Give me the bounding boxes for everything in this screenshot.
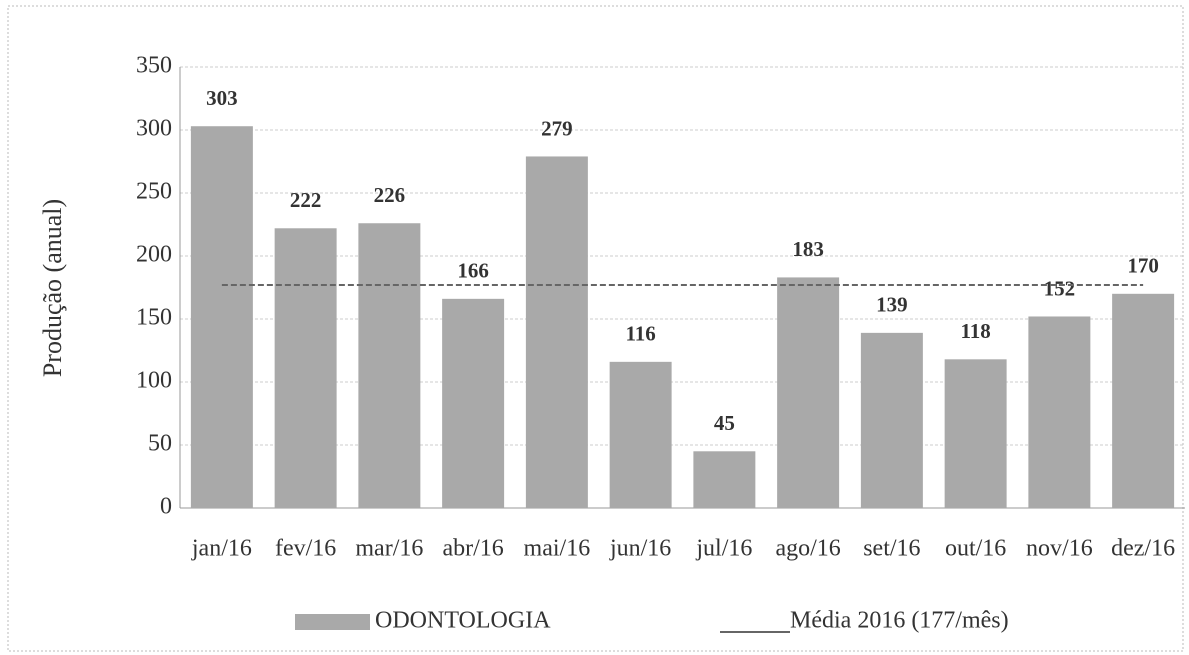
bar bbox=[860, 332, 923, 508]
bar bbox=[693, 451, 756, 508]
value-label: 166 bbox=[457, 259, 489, 283]
x-tick-label: jul/16 bbox=[695, 536, 752, 562]
value-label: 45 bbox=[714, 411, 735, 435]
x-tick-label: mai/16 bbox=[524, 536, 591, 562]
y-tick-label: 350 bbox=[136, 53, 172, 79]
x-tick-label: jan/16 bbox=[191, 536, 252, 562]
legend-label: Média 2016 (177/mês) bbox=[790, 608, 1009, 634]
x-tick-label: jun/16 bbox=[609, 536, 671, 562]
y-tick-label: 250 bbox=[136, 179, 172, 205]
value-label: 303 bbox=[206, 86, 238, 110]
bar bbox=[609, 361, 672, 508]
value-label: 139 bbox=[876, 293, 908, 317]
bar bbox=[777, 277, 840, 508]
bar bbox=[944, 359, 1007, 508]
x-tick-label: out/16 bbox=[945, 536, 1006, 562]
y-tick-label: 100 bbox=[136, 368, 172, 394]
y-tick-label: 200 bbox=[136, 242, 172, 268]
x-tick-label: dez/16 bbox=[1111, 536, 1175, 562]
value-label: 170 bbox=[1127, 254, 1159, 278]
y-axis-label: Produção (anual) bbox=[38, 199, 67, 377]
bar bbox=[442, 298, 505, 508]
y-tick-label: 150 bbox=[136, 305, 172, 331]
x-tick-label: set/16 bbox=[863, 536, 920, 562]
legend-label: ODONTOLOGIA bbox=[375, 608, 551, 634]
x-tick-label: mar/16 bbox=[355, 536, 423, 562]
bar bbox=[525, 156, 588, 508]
x-tick-label: abr/16 bbox=[442, 536, 503, 562]
x-tick-label: ago/16 bbox=[775, 536, 840, 562]
y-tick-label: 50 bbox=[148, 431, 172, 457]
value-label: 183 bbox=[792, 237, 824, 261]
bar bbox=[274, 228, 337, 508]
value-label: 222 bbox=[290, 188, 322, 212]
y-tick-label: 0 bbox=[160, 494, 172, 520]
bar bbox=[190, 126, 253, 508]
chart-border bbox=[7, 5, 1184, 652]
value-label: 152 bbox=[1044, 276, 1076, 300]
bar bbox=[1028, 316, 1091, 508]
legend-swatch bbox=[295, 614, 370, 630]
value-label: 226 bbox=[374, 183, 406, 207]
x-tick-label: fev/16 bbox=[275, 536, 336, 562]
x-tick-label: nov/16 bbox=[1026, 536, 1093, 562]
y-tick-label: 300 bbox=[136, 116, 172, 142]
bar bbox=[358, 223, 421, 509]
bar bbox=[1112, 293, 1175, 508]
value-label: 116 bbox=[625, 322, 655, 346]
value-label: 279 bbox=[541, 116, 573, 140]
value-label: 118 bbox=[960, 319, 990, 343]
